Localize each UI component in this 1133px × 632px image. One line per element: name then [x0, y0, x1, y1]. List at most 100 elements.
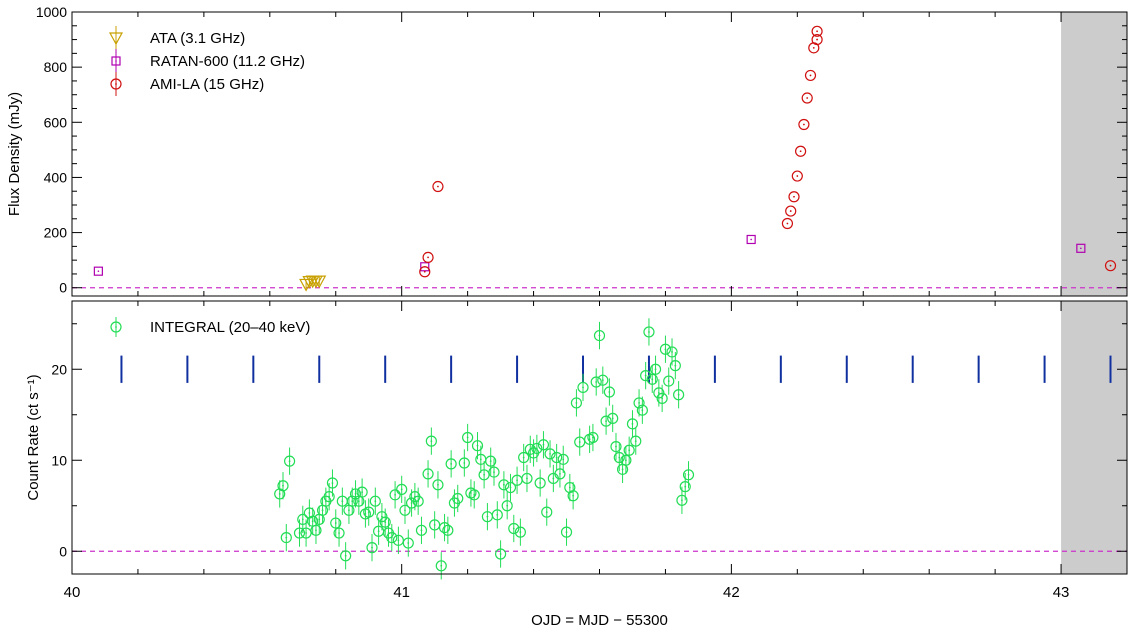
- data-point: [312, 275, 327, 289]
- data-point-center: [331, 482, 334, 484]
- data-point-center: [407, 542, 410, 544]
- data-point: [623, 444, 635, 456]
- legend-marker-center: [115, 326, 117, 328]
- data-point: [379, 516, 391, 528]
- data-point: [508, 522, 520, 535]
- data-point-center: [437, 483, 439, 486]
- data-point: [458, 457, 470, 469]
- data-point: [494, 548, 507, 560]
- data-point-center: [592, 436, 594, 439]
- data-point-center: [545, 511, 548, 514]
- data-point: [501, 500, 513, 512]
- data-point-center: [549, 452, 551, 455]
- data-point-center: [621, 468, 624, 471]
- data-point-center: [404, 509, 406, 512]
- data-point-center: [512, 527, 515, 530]
- data-point: [491, 509, 503, 521]
- data-point: [626, 418, 639, 430]
- data-point-center: [502, 483, 505, 486]
- data-point: [795, 145, 807, 157]
- x-axis-label: OJD = MJD − 55300: [531, 612, 668, 629]
- data-point-center: [799, 150, 802, 153]
- data-point: [666, 346, 678, 358]
- data-point-center: [552, 477, 555, 480]
- data-point: [330, 517, 342, 529]
- data-point-center: [440, 564, 443, 567]
- data-point-center: [450, 462, 453, 465]
- y-tick-label: 200: [44, 225, 68, 241]
- data-point-center: [611, 417, 614, 420]
- data-point-center: [559, 473, 561, 475]
- data-point: [524, 443, 536, 455]
- data-point-center: [417, 500, 420, 503]
- data-point-center: [394, 493, 396, 496]
- data-point-center: [509, 486, 512, 489]
- data-point-center: [641, 409, 644, 412]
- data-point-center: [542, 443, 545, 446]
- data-point: [636, 404, 648, 416]
- data-point: [587, 431, 599, 444]
- data-point-center: [483, 473, 486, 476]
- data-point: [280, 531, 292, 544]
- data-point: [600, 415, 612, 427]
- data-point: [432, 479, 444, 491]
- shaded-region: [1061, 301, 1127, 574]
- data-point-center: [420, 529, 423, 532]
- data-point-center: [493, 471, 495, 473]
- data-point: [333, 527, 345, 539]
- data-point-center: [522, 456, 525, 459]
- data-point-center: [644, 374, 647, 377]
- legend-label: INTEGRAL (20–40 keV): [150, 319, 310, 336]
- data-point: [560, 526, 573, 538]
- data-point: [438, 521, 451, 534]
- legend-label: ATA (3.1 GHz): [150, 30, 245, 47]
- data-point: [804, 69, 817, 82]
- data-point-center: [681, 499, 683, 502]
- y-tick-label: 0: [59, 280, 67, 296]
- x-tick-label: 43: [1053, 584, 1070, 601]
- data-point-center: [463, 462, 466, 464]
- data-point: [471, 440, 484, 452]
- data-point: [679, 481, 691, 493]
- data-point-center: [361, 491, 364, 493]
- data-point: [570, 397, 583, 409]
- data-point: [422, 251, 434, 263]
- data-point: [669, 360, 681, 372]
- data-point-center: [634, 440, 637, 443]
- data-point-center: [371, 546, 373, 549]
- data-point-center: [796, 175, 799, 177]
- data-point: [425, 435, 437, 447]
- data-point: [791, 170, 803, 182]
- y-tick-label: 600: [44, 114, 68, 130]
- data-point: [420, 262, 430, 272]
- data-point: [518, 451, 530, 464]
- data-point: [349, 488, 362, 500]
- data-point-center: [377, 530, 380, 533]
- data-point-center: [664, 348, 667, 351]
- data-point: [673, 389, 685, 401]
- data-point: [419, 266, 431, 278]
- data-point-center: [631, 422, 634, 425]
- data-point: [521, 472, 533, 485]
- data-point-center: [298, 532, 301, 534]
- data-point-center: [384, 521, 387, 524]
- data-point: [283, 455, 296, 467]
- data-point: [432, 180, 444, 193]
- data-point: [1076, 243, 1086, 253]
- data-point-center: [816, 30, 818, 33]
- data-point: [682, 469, 695, 481]
- data-point-center: [674, 364, 677, 367]
- data-point: [613, 451, 625, 464]
- data-point-center: [809, 74, 812, 77]
- data-point-center: [430, 440, 433, 443]
- data-point-center: [357, 500, 360, 503]
- x-tick-label: 41: [393, 584, 410, 601]
- data-point-center: [348, 509, 350, 512]
- data-point-center: [601, 379, 604, 382]
- data-point-center: [789, 210, 792, 212]
- data-point-center: [1109, 264, 1112, 267]
- data-point-center: [526, 477, 528, 480]
- data-point-center: [598, 334, 601, 337]
- data-point-center: [282, 484, 284, 487]
- data-point: [788, 191, 800, 203]
